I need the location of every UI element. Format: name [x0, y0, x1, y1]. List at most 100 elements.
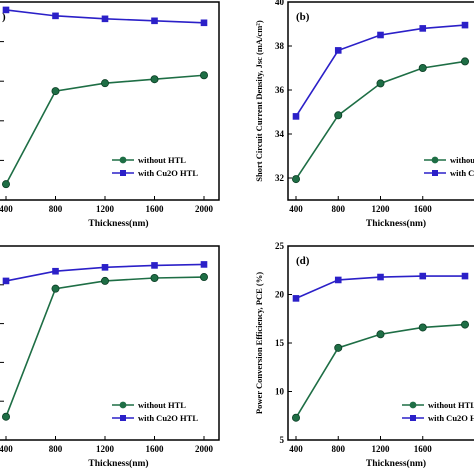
legend-entry: without HTL — [450, 155, 474, 165]
x-axis-title: Thickness(nm) — [88, 458, 148, 469]
data-point-with-cu2o-htl — [419, 272, 427, 280]
data-point-with-cu2o-htl — [334, 276, 342, 284]
x-tick-label: 800 — [49, 204, 63, 214]
y-tick-label: 38 — [275, 41, 285, 51]
x-tick-label: 1200 — [96, 444, 115, 454]
data-point-without-htl — [51, 284, 60, 293]
data-point-with-cu2o-htl — [151, 17, 158, 25]
data-point-with-cu2o-htl — [2, 277, 10, 285]
legend-marker-circle — [119, 401, 127, 409]
x-tick-label: 1200 — [372, 204, 391, 214]
y-tick-label: 36 — [275, 85, 285, 95]
y-tick-label: 10 — [275, 387, 285, 397]
legend-marker-square — [410, 415, 416, 421]
data-point-with-cu2o-htl — [334, 47, 342, 54]
plot-frame — [0, 1, 220, 201]
data-point-with-cu2o-htl — [52, 12, 59, 20]
chart-panel-1: 400 800 1200 1600 2000 Thickness(nm)) without … — [0, 1, 220, 229]
data-point-without-htl — [101, 276, 110, 285]
chart-panel-3: 400 800 1200 1600 2000 Thickness(nm) without H… — [0, 245, 220, 469]
legend: without HTL with Cu2O HTL — [112, 400, 198, 423]
x-axis-title: Thickness(nm) — [366, 218, 426, 229]
data-point-with-cu2o-htl — [292, 113, 300, 120]
x-tick-label: 800 — [49, 444, 63, 454]
y-tick-label: 34 — [275, 129, 285, 139]
y-tick-label: 40 — [275, 0, 285, 7]
panel-label: (d) — [296, 255, 310, 267]
data-point-without-htl — [460, 57, 469, 66]
data-point-without-htl — [101, 79, 110, 88]
legend-entry: with Cu2O HTL — [428, 413, 474, 423]
legend-entry: without HTL — [138, 400, 186, 410]
data-point-without-htl — [334, 343, 343, 352]
series-line-1 — [295, 60, 466, 180]
data-point-without-htl — [291, 175, 300, 184]
panel-label: (b) — [296, 11, 310, 23]
data-point-with-cu2o-htl — [52, 267, 59, 275]
x-tick-label: 400 — [0, 444, 13, 454]
legend: without HTL with Cu2O HTL — [424, 155, 474, 178]
data-point-without-htl — [334, 111, 343, 120]
data-point-without-htl — [418, 64, 427, 73]
legend-marker-circle — [431, 156, 439, 164]
x-axis-title: Thickness(nm) — [366, 458, 426, 469]
chart-panel-4: 400 800 1200 1600 Thickness(nm) 5 10 15 20 25 Powe… — [254, 241, 474, 469]
data-point-without-htl — [460, 320, 469, 329]
x-tick-label: 1600 — [146, 444, 165, 454]
data-point-with-cu2o-htl — [377, 273, 384, 281]
legend-marker-circle — [119, 156, 127, 164]
data-point-without-htl — [2, 412, 10, 421]
data-point-without-htl — [51, 87, 60, 96]
data-point-with-cu2o-htl — [377, 31, 384, 39]
data-point-without-htl — [376, 79, 385, 88]
legend-entry: without HTL — [138, 155, 186, 165]
data-point-with-cu2o-htl — [419, 25, 427, 32]
legend-marker-square — [120, 170, 126, 176]
panel-label: ) — [2, 11, 6, 23]
data-point-without-htl — [199, 273, 208, 282]
data-point-with-cu2o-htl — [101, 264, 109, 271]
data-point-without-htl — [150, 75, 159, 84]
data-point-without-htl — [376, 330, 385, 339]
x-tick-label: 1600 — [414, 204, 433, 214]
legend-marker-square — [120, 415, 126, 421]
y-axis-title: Short Circuit Current Density, Jsc (mA/c… — [254, 20, 264, 182]
x-tick-label: 2000 — [195, 444, 214, 454]
data-point-without-htl — [291, 413, 300, 422]
x-tick-label: 400 — [289, 204, 303, 214]
data-point-without-htl — [150, 274, 159, 283]
data-point-with-cu2o-htl — [2, 6, 10, 14]
series-line-1 — [5, 276, 205, 418]
legend-entry: with Cu2O HTL — [138, 168, 198, 178]
data-point-without-htl — [2, 180, 10, 189]
legend-entry: with Cu2O HTL — [138, 413, 198, 423]
legend-marker-square — [432, 170, 438, 176]
data-point-with-cu2o-htl — [461, 21, 469, 29]
data-point-without-htl — [418, 323, 427, 332]
data-point-with-cu2o-htl — [101, 15, 109, 23]
y-tick-label: 5 — [280, 435, 285, 445]
x-tick-label: 2000 — [195, 204, 214, 214]
y-axis-title: Power Conversion Efficiency, PCE (%) — [254, 272, 264, 414]
legend-entry: with Cu2O HTL — [450, 168, 474, 178]
data-point-with-cu2o-htl — [200, 19, 208, 27]
data-point-without-htl — [199, 71, 208, 80]
plot-frame — [287, 1, 474, 201]
legend-marker-circle — [409, 401, 417, 409]
x-tick-label: 800 — [332, 444, 346, 454]
y-tick-label: 32 — [275, 173, 285, 183]
chart-panel-2: 400 800 1200 1600 Thickness(nm) 32 34 36 38 40 Sho… — [254, 0, 474, 229]
data-point-with-cu2o-htl — [461, 272, 469, 280]
x-tick-label: 400 — [0, 204, 13, 214]
legend: without HTL with Cu2O HTL — [112, 155, 198, 178]
data-point-with-cu2o-htl — [200, 261, 208, 268]
y-tick-label: 15 — [275, 338, 285, 348]
plot-frame — [0, 245, 220, 441]
x-tick-label: 800 — [332, 204, 346, 214]
data-point-with-cu2o-htl — [151, 262, 158, 269]
series-line-2 — [295, 24, 466, 117]
y-tick-label: 20 — [275, 290, 285, 300]
x-tick-label: 1200 — [372, 444, 391, 454]
x-tick-label: 1200 — [96, 204, 115, 214]
